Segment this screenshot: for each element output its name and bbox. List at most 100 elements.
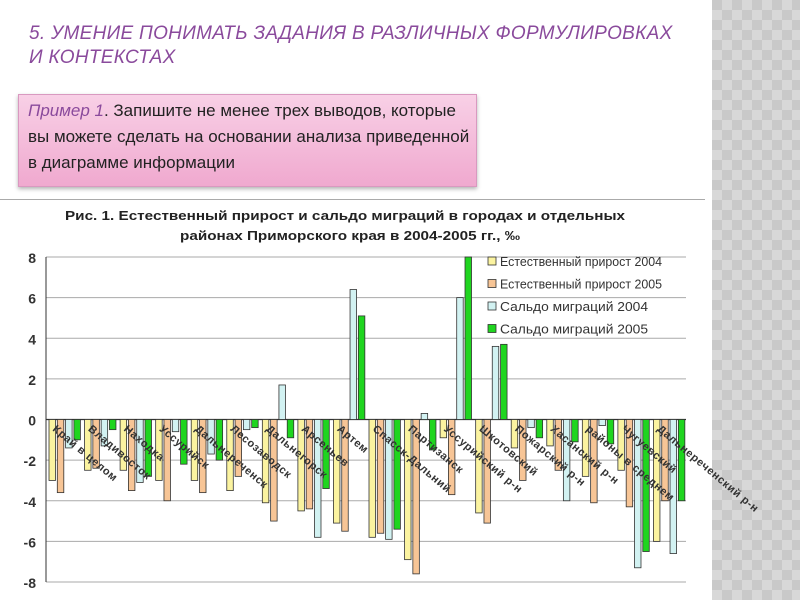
y-tick-label: 8	[28, 250, 36, 266]
bar-natural-growth-2005	[92, 419, 100, 469]
bar-migration-2004	[136, 419, 144, 483]
slide-side-decoration	[712, 0, 800, 600]
bar-migration-2005	[606, 419, 615, 445]
bar-natural-growth-2005	[270, 419, 278, 522]
bar-migration-2004	[491, 345, 500, 420]
bar-natural-growth-2004	[404, 419, 412, 561]
bar-migration-2005	[571, 419, 579, 443]
bar-natural-growth-2004	[48, 419, 56, 481]
chart: Рис. 1. Естественный прирост и сальдо ми…	[24, 209, 761, 591]
legend-label: Сальдо миграций 2005	[500, 322, 648, 337]
bar-natural-growth-2005	[483, 419, 491, 524]
legend-swatch	[487, 256, 497, 266]
chart-title-line-1: Рис. 1. Естественный прирост и сальдо ми…	[65, 209, 625, 223]
bar-natural-growth-2005	[56, 419, 65, 494]
bar-natural-growth-2005	[376, 419, 385, 534]
bar-natural-growth-2005	[519, 419, 527, 481]
bar-migration-2004	[634, 419, 642, 569]
bar-natural-growth-2005	[554, 419, 562, 471]
bar-migration-2004	[171, 419, 180, 433]
bar-natural-growth-2005	[341, 419, 349, 532]
bar-natural-growth-2005	[234, 419, 242, 477]
bar-natural-growth-2004	[190, 419, 199, 481]
bar-migration-2005	[286, 419, 295, 439]
bar-natural-growth-2005	[625, 419, 634, 508]
chart-title-line-2: районах Приморского края в 2004-2005 гг.…	[180, 229, 521, 243]
bar-natural-growth-2004	[581, 419, 590, 477]
bar-natural-growth-2004	[226, 419, 234, 491]
y-tick-label: -4	[24, 494, 37, 510]
legend-swatch	[487, 279, 497, 288]
bar-migration-2005	[393, 419, 401, 530]
bar-natural-growth-2004	[333, 419, 341, 524]
bar-migration-2004	[100, 419, 109, 447]
bar-natural-growth-2005	[661, 419, 669, 502]
bar-migration-2005	[642, 419, 650, 552]
bar-migration-2005	[429, 419, 437, 451]
legend-swatch	[487, 324, 497, 333]
legend-label: Естественный прирост 2005	[500, 277, 662, 292]
bar-migration-2005	[215, 419, 224, 461]
bar-natural-growth-2005	[163, 419, 171, 502]
bar-natural-growth-2004	[155, 419, 163, 481]
heading-line-1: 5. УМЕНИЕ ПОНИМАТЬ ЗАДАНИЯ В РАЗЛИЧНЫХ Ф…	[29, 23, 673, 44]
bar-natural-growth-2005	[448, 419, 456, 496]
bar-natural-growth-2005	[305, 419, 314, 510]
heading-line-2: И КОНТЕКСТАХ	[29, 47, 176, 68]
y-tick-label: 2	[28, 372, 36, 388]
bar-natural-growth-2004	[546, 419, 554, 447]
bar-migration-2005	[73, 419, 81, 441]
bar-migration-2004	[314, 419, 322, 538]
bar-migration-2005	[357, 315, 366, 420]
bar-natural-growth-2004	[119, 419, 128, 471]
bar-migration-2005	[144, 419, 152, 477]
bar-natural-growth-2004	[261, 419, 270, 504]
bar-migration-2004	[242, 419, 251, 431]
y-tick-label: -8	[24, 575, 37, 591]
divider	[0, 199, 705, 200]
bar-migration-2005	[464, 256, 472, 420]
bar-migration-2005	[500, 343, 508, 420]
bar-migration-2004	[207, 419, 215, 455]
bar-natural-growth-2004	[617, 419, 625, 471]
bar-migration-2004	[669, 419, 677, 554]
bar-natural-growth-2005	[590, 419, 598, 504]
y-tick-label: -2	[24, 453, 37, 469]
bar-migration-2004	[598, 419, 606, 426]
bar-migration-2004	[349, 289, 357, 420]
legend-swatch	[487, 301, 497, 311]
bar-migration-2005	[180, 419, 188, 465]
bar-migration-2004	[420, 413, 429, 420]
bar-natural-growth-2004	[297, 419, 305, 512]
bar-migration-2004	[527, 419, 535, 429]
bar-migration-2005	[322, 419, 330, 489]
bar-migration-2004	[562, 419, 571, 502]
example-label: Пример 1	[28, 101, 104, 120]
bar-natural-growth-2004	[653, 419, 661, 542]
y-tick-label: 0	[28, 413, 36, 429]
bar-natural-growth-2005	[128, 419, 136, 491]
y-tick-label: 4	[28, 331, 36, 347]
y-tick-label: -6	[24, 534, 37, 550]
bar-natural-growth-2004	[439, 419, 448, 439]
bar-migration-2005	[677, 419, 686, 502]
bar-migration-2005	[251, 419, 259, 429]
y-tick-label: 6	[28, 291, 36, 307]
legend-label: Естественный прирост 2004	[500, 254, 662, 269]
bar-natural-growth-2004	[368, 419, 376, 538]
bar-migration-2004	[278, 384, 286, 420]
bar-natural-growth-2004	[510, 419, 519, 449]
bar-natural-growth-2004	[84, 419, 92, 471]
legend-label: Сальдо миграций 2004	[500, 299, 648, 314]
bar-natural-growth-2005	[412, 419, 420, 575]
bar-migration-2005	[109, 419, 117, 431]
bar-natural-growth-2004	[475, 419, 483, 514]
bar-migration-2004	[385, 419, 393, 540]
example-text: . Запишите не менее трех выводов, которы…	[28, 101, 470, 172]
bar-migration-2004	[65, 419, 73, 449]
bar-migration-2005	[535, 419, 544, 439]
bar-migration-2004	[456, 297, 464, 420]
example-box: Пример 1. Запишите не менее трех выводов…	[18, 94, 477, 187]
bar-natural-growth-2005	[199, 419, 207, 494]
slide-heading: 5. УМЕНИЕ ПОНИМАТЬ ЗАДАНИЯ В РАЗЛИЧНЫХ Ф…	[29, 22, 729, 70]
